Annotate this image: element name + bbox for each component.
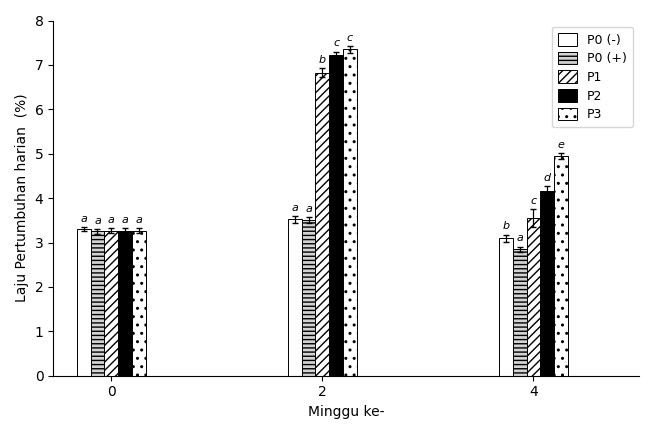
Text: a: a: [292, 203, 298, 213]
Text: a: a: [94, 216, 101, 226]
Text: a: a: [305, 204, 312, 214]
Bar: [77, 229, 91, 376]
Bar: [91, 231, 105, 376]
Bar: [513, 249, 526, 376]
Text: b: b: [502, 221, 509, 231]
Bar: [132, 230, 146, 376]
Text: c: c: [347, 33, 353, 43]
Bar: [301, 220, 315, 376]
Text: a: a: [122, 215, 128, 225]
Text: c: c: [333, 39, 339, 49]
Text: e: e: [557, 140, 564, 150]
Bar: [315, 73, 329, 376]
Bar: [105, 230, 118, 376]
Text: a: a: [135, 215, 142, 225]
Bar: [540, 191, 554, 376]
Bar: [526, 218, 540, 376]
Text: d: d: [543, 173, 551, 183]
Bar: [329, 55, 343, 376]
Bar: [288, 220, 301, 376]
Text: a: a: [516, 233, 523, 243]
Y-axis label: Laju Pertumbuhan harian  (%): Laju Pertumbuhan harian (%): [15, 94, 29, 302]
Bar: [499, 238, 513, 376]
Bar: [343, 49, 356, 376]
Bar: [554, 156, 568, 376]
Text: a: a: [108, 215, 114, 225]
Text: b: b: [318, 56, 326, 66]
X-axis label: Minggu ke-: Minggu ke-: [308, 405, 385, 419]
Text: c: c: [530, 196, 536, 206]
Legend: P0 (-), P0 (+), P1, P2, P3: P0 (-), P0 (+), P1, P2, P3: [551, 27, 633, 127]
Bar: [118, 230, 132, 376]
Text: a: a: [80, 214, 87, 224]
